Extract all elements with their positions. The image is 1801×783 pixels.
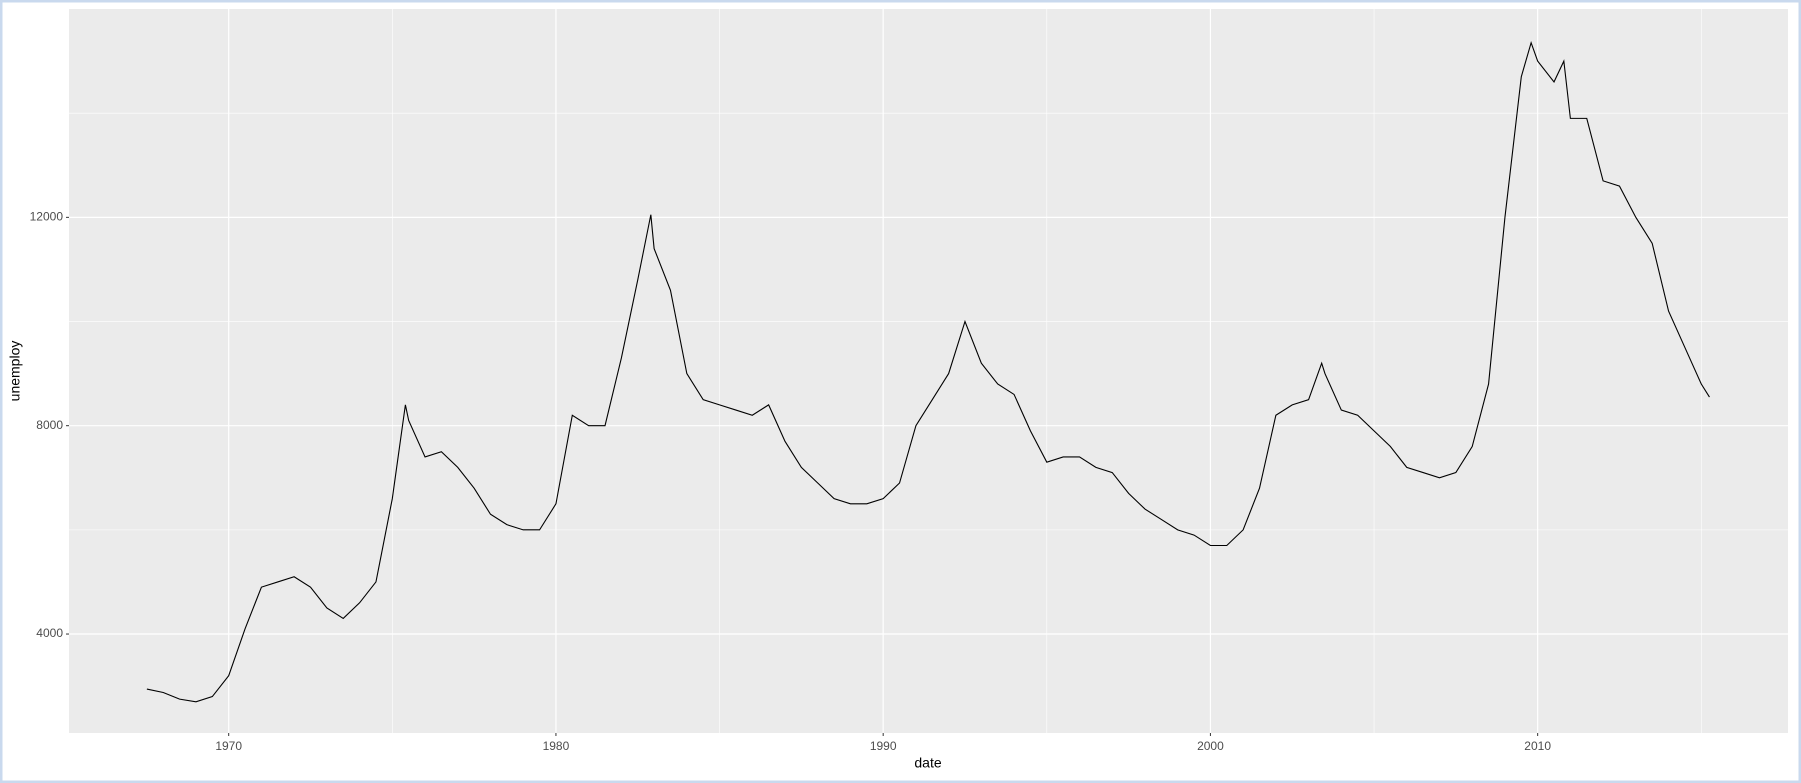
y-tick-label: 8000 [36, 418, 63, 432]
data-line [146, 40, 1710, 703]
y-tick-label: 12000 [30, 210, 64, 224]
x-tick-label: 2010 [1524, 739, 1551, 753]
y-axis-title: unemploy [7, 341, 23, 402]
x-tick-label: 1970 [215, 739, 242, 753]
panel-background [69, 9, 1788, 733]
x-tick-label: 2000 [1197, 739, 1224, 753]
plot-panel [69, 9, 1788, 733]
y-tick-label: 4000 [36, 626, 63, 640]
x-axis-title: date [914, 755, 941, 771]
x-tick-label: 1990 [870, 739, 897, 753]
x-tick-label: 1980 [543, 739, 570, 753]
